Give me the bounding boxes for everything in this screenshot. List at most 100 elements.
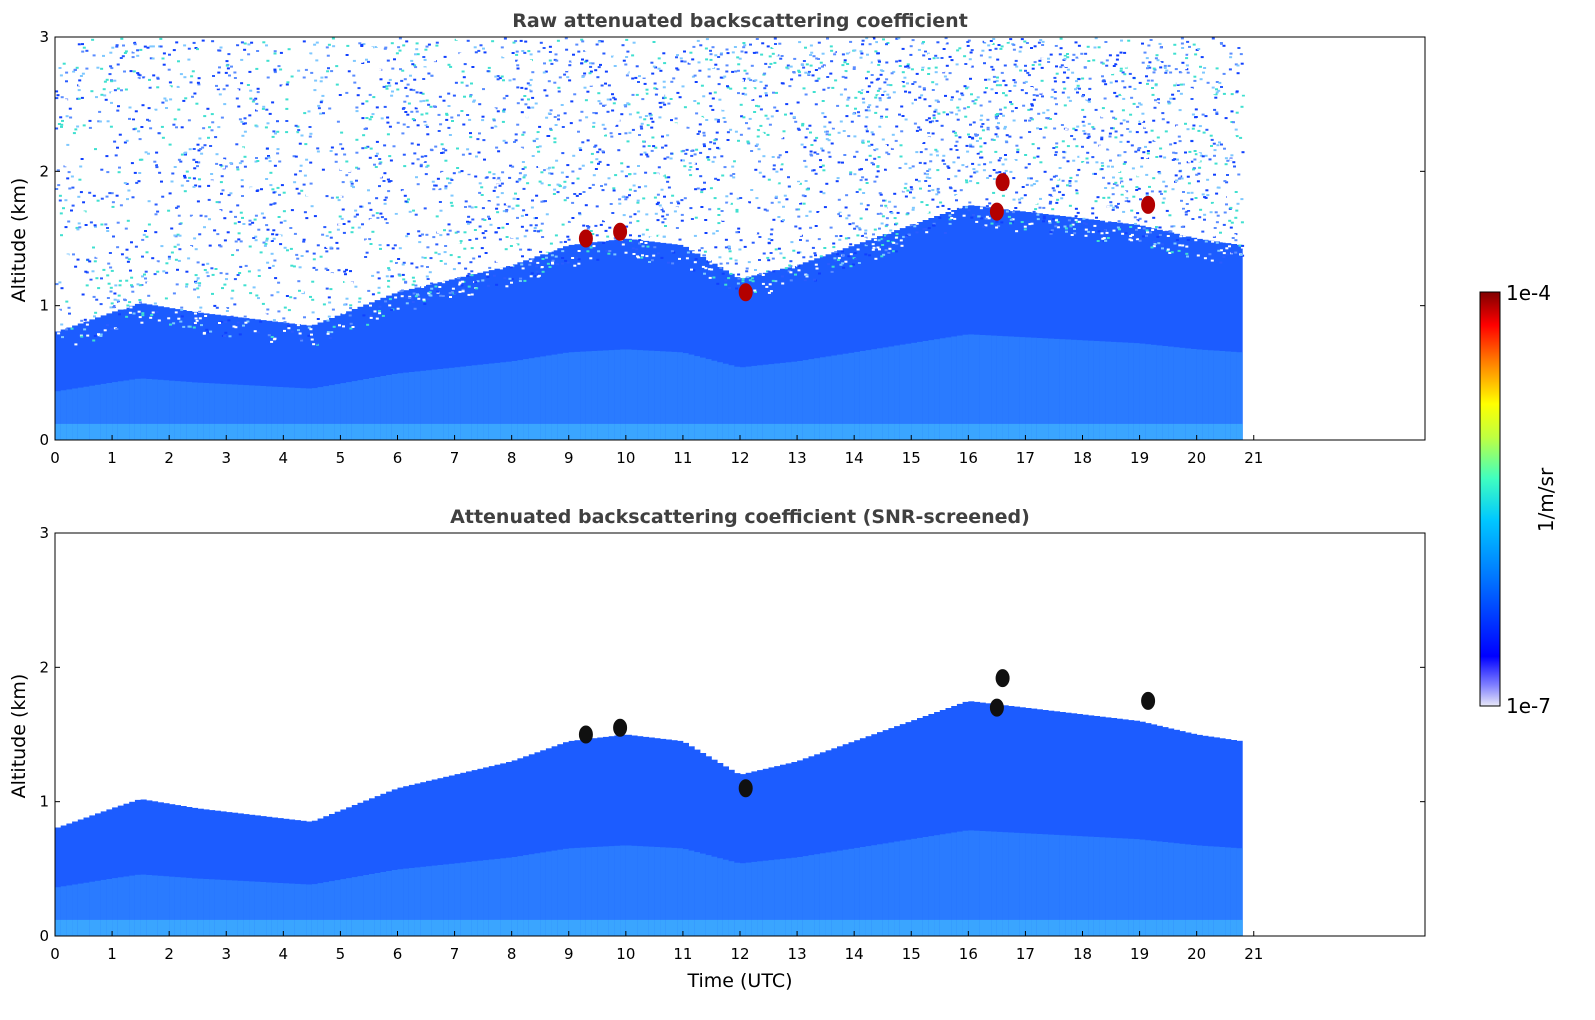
noise-pixel <box>423 207 427 210</box>
noise-pixel <box>981 123 985 125</box>
noise-pixel <box>866 70 870 73</box>
noise-pixel <box>65 305 69 308</box>
noise-pixel <box>380 117 384 120</box>
noise-pixel <box>266 122 270 125</box>
noise-pixel <box>208 126 211 129</box>
noise-pixel <box>831 72 835 75</box>
noise-pixel <box>287 300 291 303</box>
noise-pixel <box>168 53 171 56</box>
noise-pixel <box>807 72 810 75</box>
noise-pixel <box>803 159 807 162</box>
noise-pixel <box>387 267 391 270</box>
noise-pixel <box>330 70 334 73</box>
noise-pixel <box>989 145 993 148</box>
noise-pixel <box>1197 129 1201 132</box>
noise-pixel <box>1169 59 1173 62</box>
noise-pixel <box>261 302 265 305</box>
noise-pixel <box>1027 108 1031 111</box>
noise-pixel <box>777 182 781 185</box>
noise-pixel <box>418 278 422 281</box>
noise-pixel <box>309 52 313 55</box>
noise-pixel <box>104 211 108 214</box>
noise-pixel <box>590 152 594 155</box>
noise-pixel <box>1109 204 1113 207</box>
noise-pixel <box>539 41 543 44</box>
surface-layer <box>426 423 433 440</box>
noise-pixel <box>839 263 843 266</box>
noise-pixel <box>274 123 278 126</box>
noise-pixel <box>700 136 704 139</box>
noise-pixel <box>1007 215 1011 218</box>
noise-pixel <box>859 73 863 76</box>
noise-pixel <box>146 40 150 43</box>
noise-pixel <box>335 97 339 99</box>
noise-pixel <box>1092 172 1096 175</box>
noise-pixel <box>58 194 62 197</box>
noise-pixel <box>339 143 343 146</box>
surface-layer <box>123 423 130 440</box>
noise-pixel <box>85 49 89 52</box>
noise-pixel <box>1163 64 1167 67</box>
noise-pixel <box>611 161 615 164</box>
noise-pixel <box>748 201 751 204</box>
noise-pixel <box>979 118 983 121</box>
noise-pixel <box>797 69 801 72</box>
noise-pixel <box>955 199 958 202</box>
noise-pixel <box>948 222 952 225</box>
noise-pixel <box>595 158 599 161</box>
noise-pixel <box>1074 88 1077 91</box>
noise-pixel <box>273 146 277 148</box>
noise-pixel <box>872 163 875 166</box>
noise-pixel <box>859 50 863 53</box>
noise-pixel <box>563 112 567 115</box>
surface-layer <box>797 423 804 440</box>
noise-pixel <box>1012 38 1016 41</box>
noise-pixel <box>117 202 121 205</box>
noise-pixel <box>415 176 418 179</box>
noise-pixel <box>763 208 767 211</box>
noise-pixel <box>215 56 219 59</box>
aerosol-layer-lower <box>939 338 946 440</box>
noise-pixel <box>110 67 114 70</box>
noise-pixel <box>1100 138 1104 141</box>
noise-pixel <box>823 150 827 153</box>
aerosol-layer-column <box>614 239 621 440</box>
aerosol-layer-column <box>1208 240 1215 440</box>
noise-pixel <box>1079 127 1083 130</box>
noise-pixel <box>732 160 736 163</box>
noise-pixel <box>802 157 806 160</box>
noise-pixel <box>413 307 417 310</box>
aerosol-layer-lower <box>254 385 261 440</box>
noise-pixel <box>125 139 129 142</box>
noise-pixel <box>302 284 306 287</box>
noise-pixel <box>1064 227 1068 230</box>
aerosol-layer-column <box>169 308 176 440</box>
noise-pixel <box>731 70 735 73</box>
aerosol-layer-lower <box>951 336 958 440</box>
noise-pixel <box>263 138 267 141</box>
noise-pixel <box>202 127 206 130</box>
noise-pixel <box>911 57 915 60</box>
noise-pixel <box>992 169 996 171</box>
noise-pixel <box>165 72 169 75</box>
surface-layer <box>871 423 878 440</box>
noise-pixel <box>445 67 449 70</box>
noise-pixel <box>312 67 316 69</box>
noise-pixel <box>500 182 504 185</box>
noise-pixel <box>454 231 458 234</box>
noise-pixel <box>608 250 612 252</box>
aerosol-layer-column <box>95 317 102 440</box>
noise-pixel <box>267 243 271 246</box>
aerosol-layer-lower <box>174 381 181 440</box>
noise-pixel <box>1134 150 1138 153</box>
noise-pixel <box>745 202 749 205</box>
noise-pixel <box>1222 72 1226 75</box>
noise-pixel <box>928 105 932 108</box>
noise-pixel <box>906 63 910 66</box>
noise-pixel <box>1081 107 1084 110</box>
noise-pixel <box>471 188 475 191</box>
noise-pixel <box>1174 152 1178 155</box>
noise-pixel <box>713 174 717 177</box>
noise-pixel <box>264 242 268 245</box>
noise-pixel <box>147 152 150 155</box>
